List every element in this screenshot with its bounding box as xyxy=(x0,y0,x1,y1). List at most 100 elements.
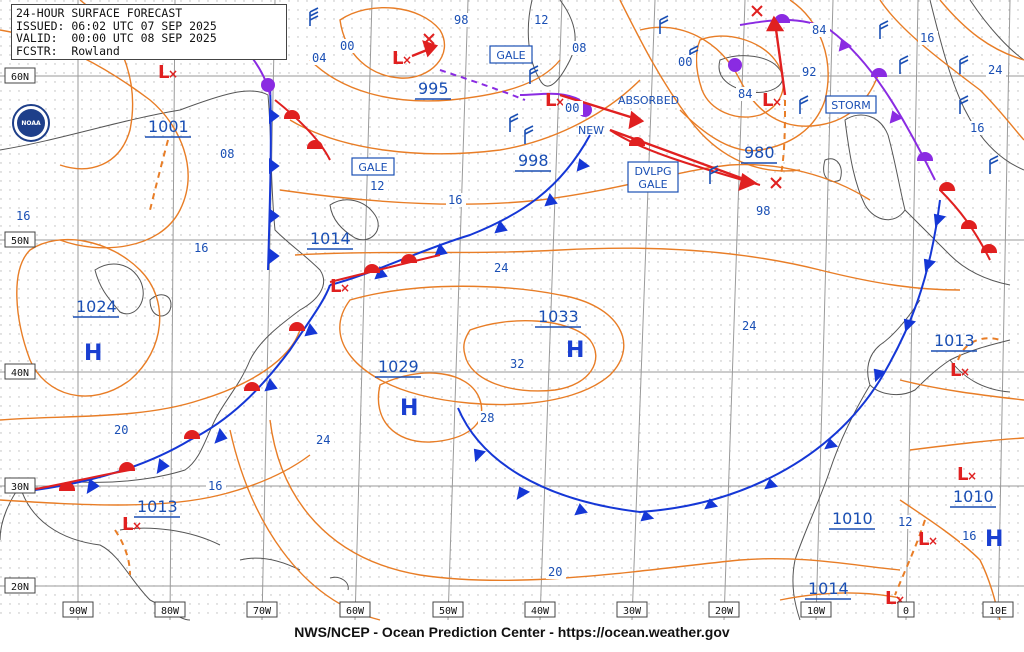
warning-box xyxy=(627,161,679,193)
isobar-label: 08 xyxy=(572,41,586,55)
isobar-label-bg xyxy=(508,357,528,371)
pressure-value: 1029 xyxy=(378,357,419,376)
warning-text: STORM xyxy=(831,99,871,112)
svg-text:×: × xyxy=(772,95,782,109)
wind-barbs xyxy=(309,7,999,184)
pressure-value: 1013 xyxy=(137,497,178,516)
isobar-label-bg xyxy=(570,41,590,55)
svg-text:H: H xyxy=(400,396,418,421)
svg-text:H: H xyxy=(985,527,1003,552)
noaa-logo: NOAA xyxy=(12,104,50,142)
pressure-value: 998 xyxy=(518,151,549,170)
isobar-label: 24 xyxy=(316,433,330,447)
pressure-value: 1014 xyxy=(310,229,351,248)
lon-label: 10W xyxy=(807,606,826,617)
lat-label: 50N xyxy=(11,236,29,247)
high-centers: H H H H xyxy=(84,338,1003,552)
isobar-label: 16 xyxy=(16,209,30,223)
isobar-label-bg xyxy=(918,31,938,45)
pressure-value: 1010 xyxy=(832,509,873,528)
isobar-label-bg xyxy=(740,319,760,333)
lat-label-box xyxy=(4,577,36,594)
lon-label-box xyxy=(616,601,648,618)
lat-label-box xyxy=(4,67,36,84)
lat-label-box xyxy=(4,477,36,494)
isobar-label: 16 xyxy=(962,529,976,543)
header-title: 24-HOUR SURFACE FORECAST xyxy=(16,6,183,20)
isobar-label-bg xyxy=(112,423,132,437)
isobar-label: 20 xyxy=(548,565,562,579)
isobar-label: 28 xyxy=(480,411,494,425)
coastlines xyxy=(0,0,1024,621)
misc-labels: ABSORBED NEW xyxy=(578,94,679,137)
storm-tracks xyxy=(114,69,1001,596)
lon-label: 70W xyxy=(253,606,272,617)
coast-great-lakes xyxy=(94,263,172,317)
lon-label-box xyxy=(62,601,94,618)
lat-label: 60N xyxy=(11,72,29,83)
isobar-label-bg xyxy=(478,411,498,425)
isobar-label-bg xyxy=(218,147,238,161)
warning-box xyxy=(489,45,533,64)
isobar-label: 16 xyxy=(208,479,222,493)
svg-text:H: H xyxy=(566,338,584,363)
forecast-header: 24-HOUR SURFACE FORECAST ISSUED: 06:02 U… xyxy=(11,4,287,60)
pressure-value: 980 xyxy=(744,143,775,162)
isobar-label-bg xyxy=(368,179,388,193)
low-centers: L× L× L× L× L× L× L× L× L× L× xyxy=(122,48,977,609)
svg-text:×: × xyxy=(967,469,977,483)
isobar-label-bg xyxy=(800,65,820,79)
lat-label-box xyxy=(4,363,36,380)
isobar-label: 24 xyxy=(494,261,508,275)
footer-credit: NWS/NCEP - Ocean Prediction Center - htt… xyxy=(294,624,730,640)
lon-label-box xyxy=(800,601,832,618)
isobar-label-bg xyxy=(532,13,552,27)
lon-label-box xyxy=(897,601,915,618)
lon-label-box xyxy=(432,601,464,618)
lon-label: 40W xyxy=(531,606,550,617)
svg-text:L: L xyxy=(762,90,773,111)
latitude-labels: 60N 50N 40N 30N 20N xyxy=(4,67,36,594)
svg-text:×: × xyxy=(928,534,938,548)
isobar-label-bg xyxy=(754,204,774,218)
coast-iceland xyxy=(718,55,783,94)
isobar-label-bg xyxy=(314,433,334,447)
isobar-label: 16 xyxy=(920,31,934,45)
isobar-label: 98 xyxy=(454,13,468,27)
pressure-labels: 1024 1029 1033 1013 1001 995 998 980 1014 1013 101… xyxy=(73,79,996,600)
pressure-value: 1010 xyxy=(953,487,994,506)
svg-text:×: × xyxy=(132,519,142,533)
svg-text:L: L xyxy=(957,464,968,485)
lat-label: 20N xyxy=(11,582,29,593)
svg-text:×: × xyxy=(960,365,970,379)
isobar-label-bg xyxy=(896,515,916,529)
coast-europe-iberia xyxy=(867,209,1011,396)
lat-label: 40N xyxy=(11,368,29,379)
map-annotation: ABSORBED xyxy=(618,94,679,107)
isobar-label: 84 xyxy=(738,87,752,101)
isobar-label: 32 xyxy=(510,357,524,371)
pressure-value: 1024 xyxy=(76,297,117,316)
svg-text:L: L xyxy=(918,529,929,550)
lon-label: 30W xyxy=(623,606,642,617)
warning-text: GALE xyxy=(496,49,525,62)
lat-label: 30N xyxy=(11,482,29,493)
warning-box xyxy=(351,157,395,176)
svg-text:L: L xyxy=(545,90,556,111)
svg-text:×: × xyxy=(555,95,565,109)
lon-label-box xyxy=(154,601,186,618)
header-forecaster: FCSTR: Rowland xyxy=(16,43,120,58)
isobar-label-bg xyxy=(492,261,512,275)
isobar-label: 00 xyxy=(565,101,579,115)
isobar-label-bg xyxy=(310,51,330,65)
coast-scandinavia xyxy=(929,0,1024,171)
pressure-value: 1033 xyxy=(538,307,579,326)
pressure-value: 1014 xyxy=(808,579,849,598)
x-marks xyxy=(423,5,782,189)
isobar-label: 16 xyxy=(448,193,462,207)
lon-label: 20W xyxy=(715,606,734,617)
warning-text: GALE xyxy=(358,161,387,174)
isobar-label-bg xyxy=(452,13,472,27)
lon-label: 10E xyxy=(989,606,1007,617)
